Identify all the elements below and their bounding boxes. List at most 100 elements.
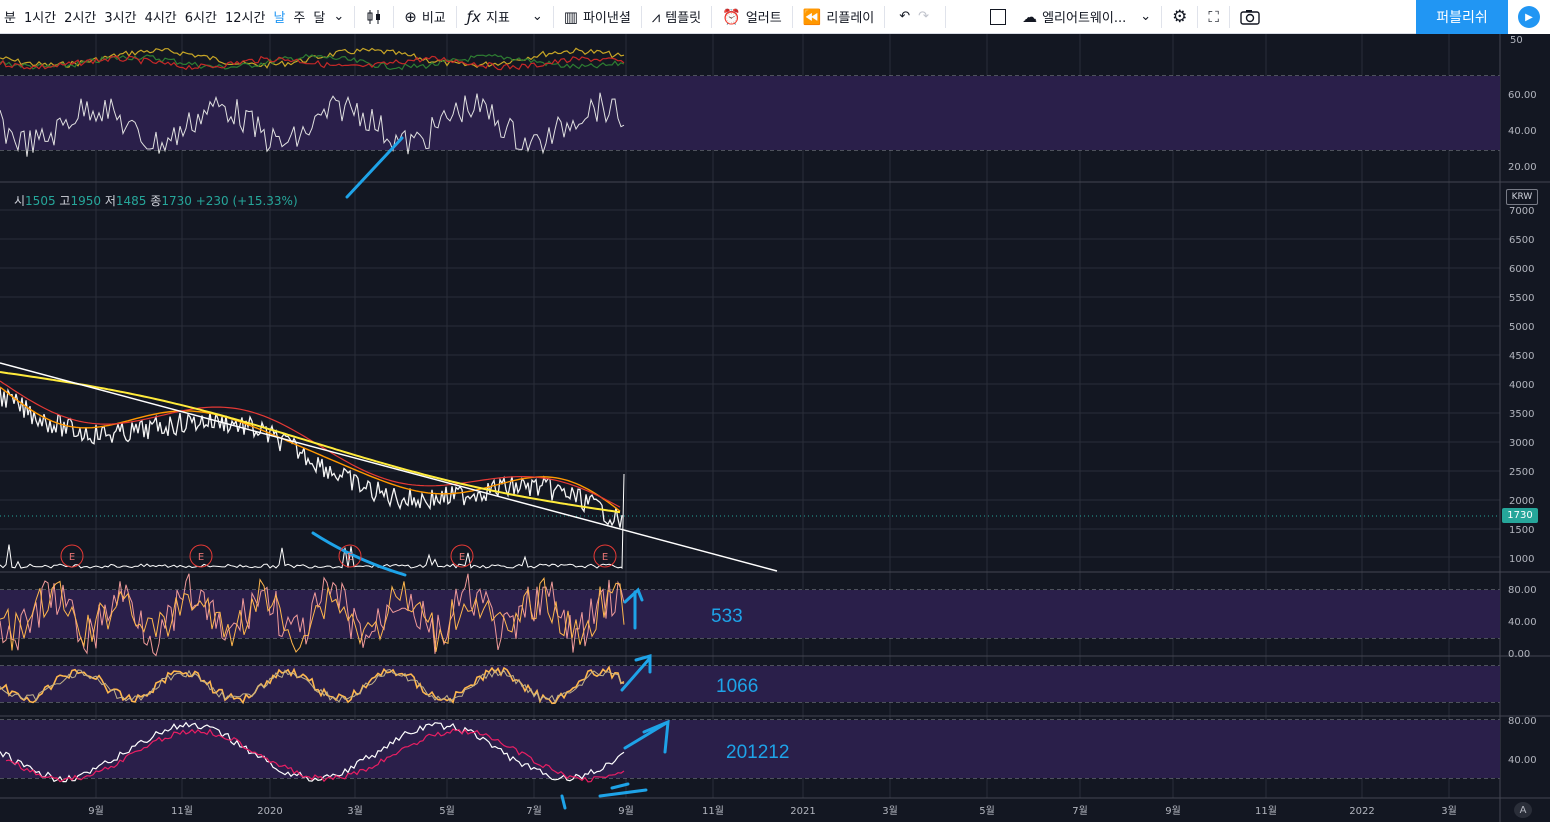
rsi-band [0,76,1500,150]
camera-icon[interactable] [1236,0,1264,34]
top-toolbar: 분 1시간 2시간 3시간 4시간 6시간 12시간 날 주 달 ⌄ ⊕ 비교 ƒ… [0,0,1550,34]
axis-label: 5000 [1509,322,1534,333]
fullscreen-toggle[interactable] [986,0,1010,34]
square-icon [990,8,1007,25]
chart-canvas[interactable]: 50 60.00 40.00 20.00 7000 6500 6000 5500 5000 450… [0,34,1550,822]
arrow-1 [623,587,644,630]
template-icon: ⩘ [651,7,661,26]
high-value: 1950 [70,194,102,208]
interval-3h[interactable]: 3시간 [104,11,137,26]
divider [455,5,457,28]
templates-button[interactable]: ⩘ 템플릿 [648,0,705,34]
axis-label: 6500 [1509,235,1534,246]
axis-label: 4000 [1509,380,1534,391]
high-label: 고 [59,194,71,208]
expand-icon[interactable]: ⛶ [1208,7,1219,26]
time-label: 9월 [88,805,104,817]
indicator-bands [0,76,1500,778]
change-value: +230 (+15.33%) [195,194,298,208]
redo-button[interactable]: ↷ [918,9,930,24]
axis-label: 7000 [1509,206,1534,217]
play-icon: ▶ [1518,6,1540,28]
auto-scale-button[interactable]: A [1514,802,1532,818]
tick-1 [560,794,567,810]
ma-red [0,380,621,508]
axis-label: 1000 [1509,554,1534,565]
chevron-down-icon[interactable]: ⌄ [531,9,543,24]
price-stroke [311,531,407,577]
divider [711,5,713,28]
scribble-2 [598,782,648,798]
layout-select[interactable]: ☁ 엘리어트웨이... ⌄ [1018,0,1155,34]
volume-line [0,473,625,570]
annotation-201212: 201212 [726,742,790,763]
close-label: 종 [150,194,162,208]
time-axis: 9월 11월 2020 3월 5월 7월 9월 11월 2021 3월 5월 7월 9월 11월 2022 3… [88,805,1457,817]
ma-orange [0,386,621,512]
interval-month[interactable]: 달 [313,11,326,26]
stoch3-line [0,721,625,783]
chevron-down-icon[interactable]: ⌄ [333,9,345,24]
time-label: 2020 [257,806,282,817]
earnings-label: E [347,552,353,563]
grid [0,34,1550,822]
stoch3-band [0,720,1500,778]
axis-label: 40.00 [1508,126,1537,137]
time-label: 11월 [702,805,724,817]
interval-4h[interactable]: 4시간 [144,11,177,26]
compare-button[interactable]: ⊕ 비교 [400,0,450,34]
axis-label: 40.00 [1508,755,1537,766]
replay-button[interactable]: ⏪ 리플레이 [799,0,879,34]
interval-day[interactable]: 날 [273,11,286,26]
alert-button[interactable]: ⏰ 얼러트 [718,0,786,34]
axis-label: 6000 [1509,264,1534,275]
currency-badge[interactable]: KRW [1506,189,1538,205]
indicators-label: 지표 [485,11,510,26]
axis-label: 3000 [1509,438,1534,449]
stoch2-signal [0,668,625,704]
divider [1161,5,1163,28]
interval-6h[interactable]: 6시간 [184,11,217,26]
earnings-marker [189,544,213,568]
price-axis: 50 60.00 40.00 20.00 7000 6500 6000 5500 5000 450… [1508,35,1537,766]
time-label: 3월 [882,805,898,817]
earnings-label: E [602,552,608,563]
stoch3-signal [5,728,625,783]
rewind-icon: ⏪ [802,7,822,26]
time-label: 7월 [1072,805,1088,817]
financials-button[interactable]: ▥ 파이낸셜 [560,0,635,34]
stoch2-band [0,666,1500,702]
time-label: 3월 [1441,805,1457,817]
interval-12h[interactable]: 12시간 [224,11,266,26]
divider [1197,5,1199,28]
axis-label: 4500 [1509,351,1534,362]
publish-button[interactable]: 퍼블리쉬 [1416,0,1508,34]
time-label: 11월 [171,805,193,817]
candle-style-icon[interactable] [361,0,387,34]
axis-label: 50 [1510,35,1523,46]
axis-label: 3500 [1509,409,1534,420]
interval-week[interactable]: 주 [293,11,306,26]
interval-minute[interactable]: 분 [4,11,16,26]
ohlc-legend: 시1505 고1950 저1485 종1730 +230 (+15.33%) [14,192,298,209]
chevron-down-icon: ⌄ [1140,9,1152,24]
low-value: 1485 [115,194,147,208]
play-button[interactable]: ▶ [1508,0,1550,34]
stoch1-signal [0,577,625,653]
close-value: 1730 [161,194,192,208]
top-line-red [0,55,625,71]
interval-2h[interactable]: 2시간 [64,11,97,26]
time-label: 5월 [979,805,995,817]
axis-label: 2000 [1509,496,1534,507]
time-label: 5월 [439,805,455,817]
gear-icon[interactable]: ⚙ [1172,6,1188,27]
interval-1h[interactable]: 1시간 [23,11,57,26]
time-label: 2022 [1349,806,1374,817]
alarm-clock-icon: ⏰ [722,7,741,26]
indicators-button[interactable]: ƒx 지표 [463,0,514,34]
undo-button[interactable]: ↶ [899,9,911,24]
ma-yellow [0,371,621,514]
cloud-icon: ☁ [1022,7,1038,26]
divider [640,5,642,28]
